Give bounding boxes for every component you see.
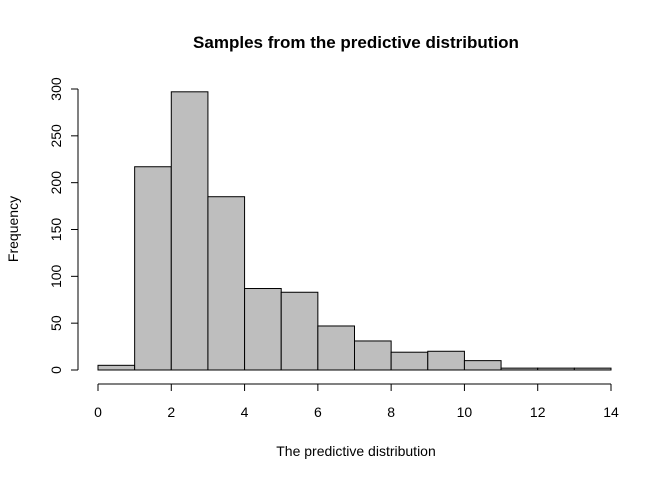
histogram-bar	[500, 367, 539, 371]
histogram-bar	[207, 196, 246, 371]
histogram-bar	[97, 364, 136, 371]
histogram-bar	[317, 325, 356, 371]
histogram-bar	[244, 288, 282, 371]
x-tick-label: 10	[457, 404, 473, 420]
histogram-bar	[390, 351, 429, 371]
y-axis-label: Frequency	[5, 196, 21, 262]
histogram-bar	[573, 367, 612, 371]
chart-title: Samples from the predictive distribution	[193, 33, 519, 52]
y-tick-label: 300	[48, 77, 64, 101]
x-axis: 0 2 4 6 8 10 12 14	[94, 383, 619, 420]
x-tick-label: 6	[314, 404, 322, 420]
histogram-bar	[170, 91, 209, 371]
x-tick-label: 12	[530, 404, 546, 420]
y-tick-label: 50	[48, 315, 64, 331]
x-tick-label: 2	[167, 404, 175, 420]
y-tick-label: 100	[48, 264, 64, 288]
y-tick-label: 150	[48, 218, 64, 242]
y-tick-label: 200	[48, 171, 64, 195]
x-tick-label: 4	[241, 404, 249, 420]
histogram-bar	[280, 291, 319, 371]
x-tick-label: 8	[387, 404, 395, 420]
x-tick-label: 0	[94, 404, 102, 420]
histogram-bars	[97, 91, 612, 371]
y-tick-label: 250	[48, 124, 64, 148]
y-axis: 0 50 100 150 200 250 300	[48, 77, 79, 374]
x-axis-label: The predictive distribution	[276, 443, 436, 459]
histogram-bar	[427, 350, 465, 371]
histogram-bar	[354, 340, 392, 371]
histogram-bar	[537, 367, 575, 371]
x-tick-label: 14	[603, 404, 619, 420]
histogram-bar	[463, 360, 502, 371]
histogram-bar	[134, 166, 172, 371]
y-tick-label: 0	[48, 366, 64, 374]
